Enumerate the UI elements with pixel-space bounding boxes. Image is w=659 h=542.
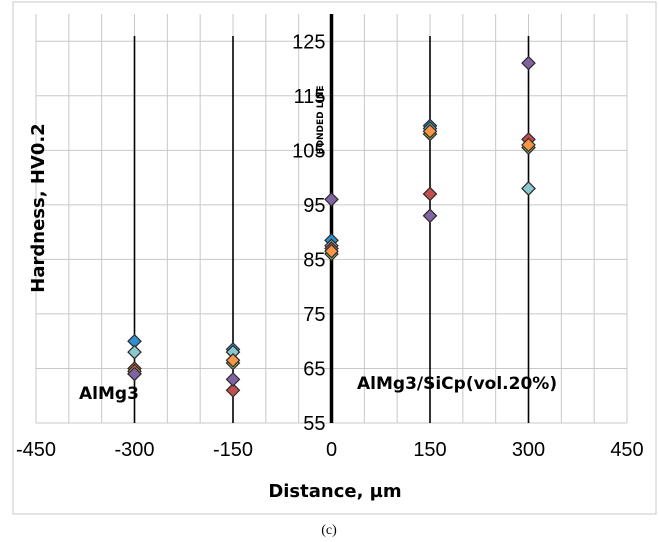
- data-point: [521, 55, 536, 71]
- bonded-line-label: BONDED LINE: [316, 85, 326, 154]
- y-tick-label: 55: [303, 413, 325, 435]
- data-point: [422, 123, 438, 139]
- data-point: [521, 181, 536, 196]
- data-point: [422, 208, 438, 224]
- x-axis-title: Distance, µm: [268, 481, 401, 502]
- x-tick-label: -450: [16, 439, 56, 461]
- x-tick-label: 0: [326, 439, 337, 461]
- data-point: [225, 352, 241, 368]
- left-region-label: AlMg3: [79, 384, 139, 404]
- data-points: [127, 55, 536, 398]
- data-point: [225, 372, 241, 387]
- y-tick-label: 95: [303, 195, 325, 217]
- data-point: [324, 192, 339, 207]
- y-tick-label: 65: [303, 358, 325, 380]
- y-tick-label: 85: [303, 249, 325, 271]
- y-tick-label: 115: [294, 86, 326, 108]
- y-tick-label: 105: [292, 140, 325, 162]
- x-tick-label: -300: [114, 439, 154, 461]
- right-region-label: AlMg3/SiCp(vol.20%): [357, 374, 557, 394]
- y-tick-label: 125: [292, 31, 325, 53]
- y-tick-label: 75: [303, 304, 325, 326]
- data-point: [127, 344, 142, 360]
- x-tick-label: 450: [610, 439, 643, 461]
- x-tick-label: 300: [512, 439, 545, 461]
- x-tick-label: 150: [413, 439, 446, 461]
- data-point: [225, 382, 241, 398]
- tick-labels: -450 -300 -150 0 150 300 450 55 65 75 85 95 105 115 12…: [16, 31, 644, 461]
- data-point: [324, 243, 339, 259]
- figure-caption: (c): [321, 523, 337, 538]
- y-axis-title: Hardness, HV0.2: [28, 123, 49, 292]
- x-tick-label: -150: [213, 439, 253, 461]
- data-point: [127, 366, 142, 382]
- data-point: [422, 186, 438, 202]
- data-point: [521, 137, 536, 153]
